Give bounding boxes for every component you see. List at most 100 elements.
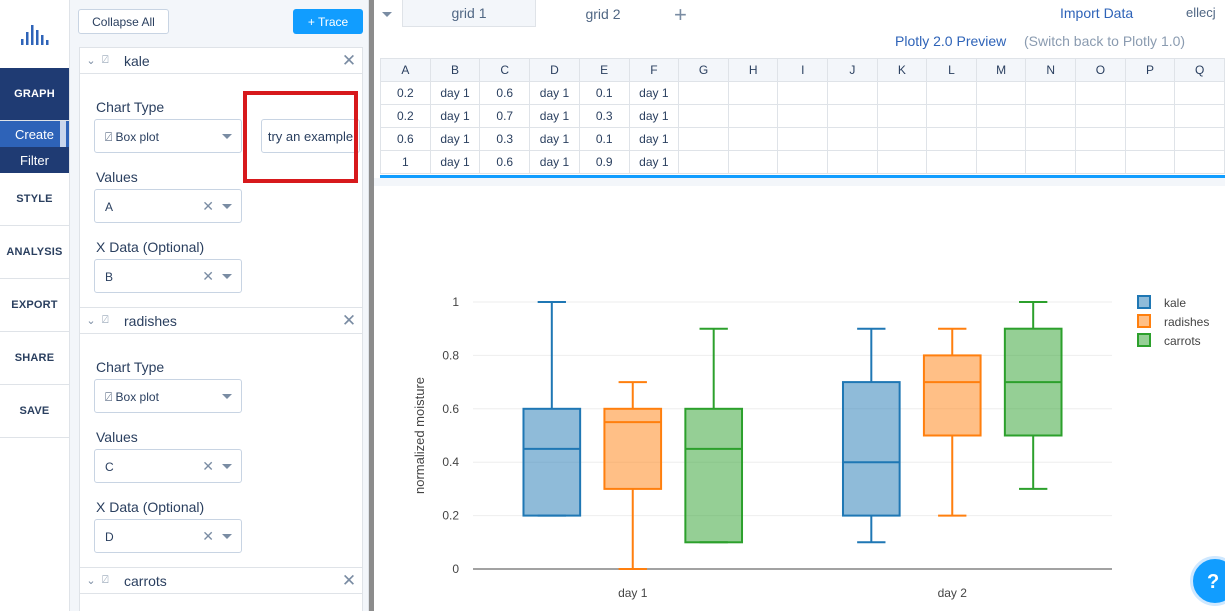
grid-cell[interactable]: [926, 104, 977, 128]
trace-header-kale[interactable]: ⌄ ⍁ kale ✕: [79, 47, 363, 74]
chevron-down-icon[interactable]: ⌄: [86, 55, 96, 67]
grid-cell[interactable]: [926, 127, 977, 151]
column-header[interactable]: J: [827, 58, 878, 82]
grid-cell[interactable]: day 1: [429, 127, 481, 151]
column-header[interactable]: L: [926, 58, 977, 82]
clear-icon[interactable]: ✕: [202, 268, 214, 284]
grid-cell[interactable]: [926, 150, 977, 174]
close-icon[interactable]: ✕: [341, 310, 357, 330]
grid-cell[interactable]: [975, 104, 1027, 128]
values-dropdown[interactable]: A ✕: [94, 189, 242, 223]
grid-cell[interactable]: 0.6: [380, 127, 431, 151]
chart-type-dropdown[interactable]: ⍁ Box plot: [94, 119, 242, 153]
grid-cell[interactable]: day 1: [529, 150, 580, 174]
nav-create[interactable]: Create: [0, 121, 69, 147]
clear-icon[interactable]: ✕: [202, 198, 214, 214]
close-icon[interactable]: ✕: [341, 570, 357, 590]
grid-cell[interactable]: day 1: [628, 104, 680, 128]
chart-type-dropdown[interactable]: ⍁ Box plot: [94, 379, 242, 413]
tab-grid-2[interactable]: grid 2: [536, 0, 670, 27]
panel-scrollbar[interactable]: [369, 0, 374, 611]
grid-cell[interactable]: 0.3: [578, 104, 630, 128]
nav-analysis[interactable]: ANALYSIS: [0, 226, 69, 279]
grid-cell[interactable]: [876, 81, 928, 105]
column-header[interactable]: P: [1124, 58, 1176, 82]
grid-cell[interactable]: [827, 104, 878, 128]
nav-style[interactable]: STYLE: [0, 173, 69, 226]
close-icon[interactable]: ✕: [341, 50, 357, 70]
grid-cell[interactable]: [1124, 104, 1176, 128]
grid-cell[interactable]: [1124, 81, 1176, 105]
try-example-button[interactable]: try an example: [261, 119, 360, 153]
switch-back-link[interactable]: (Switch back to Plotly 1.0): [1024, 33, 1186, 49]
grid-cell[interactable]: 0.6: [479, 81, 531, 105]
grid-cell[interactable]: [1075, 81, 1126, 105]
grid-cell[interactable]: [1174, 81, 1225, 105]
grid-cell[interactable]: [777, 81, 829, 105]
x-data-dropdown[interactable]: B ✕: [94, 259, 242, 293]
grid-cell[interactable]: day 1: [429, 81, 481, 105]
nav-share[interactable]: SHARE: [0, 332, 69, 385]
add-trace-button[interactable]: + Trace: [293, 9, 363, 34]
grid-cell[interactable]: [975, 127, 1027, 151]
column-header[interactable]: I: [777, 58, 829, 82]
grid-cell[interactable]: [678, 127, 729, 151]
plotly-logo[interactable]: [0, 0, 69, 68]
grid-cell[interactable]: [1075, 150, 1126, 174]
help-icon[interactable]: ?: [1190, 556, 1225, 606]
trace-header-radishes[interactable]: ⌄ ⍁ radishes ✕: [79, 307, 363, 334]
grid-cell[interactable]: day 1: [529, 127, 580, 151]
grid-cell[interactable]: [975, 81, 1027, 105]
grid-cell[interactable]: [1025, 150, 1077, 174]
chevron-down-icon[interactable]: ⌄: [86, 575, 96, 587]
grid-cell[interactable]: [1025, 81, 1077, 105]
grid-cell[interactable]: [777, 127, 829, 151]
grid-cell[interactable]: day 1: [429, 104, 481, 128]
chevron-down-icon[interactable]: [382, 12, 392, 17]
grid-cell[interactable]: day 1: [429, 150, 481, 174]
nav-filter[interactable]: Filter: [0, 147, 69, 173]
grid-cell[interactable]: [1174, 127, 1225, 151]
grid-cell[interactable]: [727, 127, 779, 151]
grid-cell[interactable]: [1174, 104, 1225, 128]
grid-cell[interactable]: [1025, 127, 1077, 151]
column-header[interactable]: G: [678, 58, 729, 82]
column-header[interactable]: D: [529, 58, 580, 82]
grid-cell[interactable]: day 1: [628, 127, 680, 151]
nav-graph[interactable]: GRAPH: [0, 68, 69, 121]
grid-cell[interactable]: [876, 150, 928, 174]
grid-cell[interactable]: [827, 81, 878, 105]
grid-cell[interactable]: [1075, 104, 1126, 128]
grid-cell[interactable]: [1124, 127, 1176, 151]
grid-cell[interactable]: [777, 150, 829, 174]
grid-cell[interactable]: [678, 81, 729, 105]
grid-cell[interactable]: [678, 150, 729, 174]
grid-cell[interactable]: [1124, 150, 1176, 174]
column-header[interactable]: K: [876, 58, 928, 82]
column-header[interactable]: M: [975, 58, 1027, 82]
column-header[interactable]: O: [1075, 58, 1126, 82]
grid-cell[interactable]: day 1: [628, 150, 680, 174]
grid-cell[interactable]: [1075, 127, 1126, 151]
grid-cell[interactable]: 0.1: [578, 127, 630, 151]
column-header[interactable]: E: [578, 58, 630, 82]
grid-cell[interactable]: 0.9: [578, 150, 630, 174]
nav-save[interactable]: SAVE: [0, 385, 69, 438]
tab-grid-1[interactable]: grid 1: [402, 0, 536, 27]
grid-cell[interactable]: 0.2: [380, 81, 431, 105]
nav-export[interactable]: EXPORT: [0, 279, 69, 332]
trace-header-carrots[interactable]: ⌄ ⍁ carrots ✕: [79, 567, 363, 594]
column-header[interactable]: B: [429, 58, 481, 82]
clear-icon[interactable]: ✕: [202, 458, 214, 474]
add-grid-icon[interactable]: +: [674, 2, 687, 27]
grid-cell[interactable]: [827, 127, 878, 151]
chevron-down-icon[interactable]: ⌄: [86, 315, 96, 327]
clear-icon[interactable]: ✕: [202, 528, 214, 544]
grid-cell[interactable]: [876, 127, 928, 151]
grid-resize-bar[interactable]: [380, 175, 1225, 178]
grid-cell[interactable]: [1174, 150, 1225, 174]
grid-cell[interactable]: [1025, 104, 1077, 128]
grid-cell[interactable]: 0.2: [380, 104, 431, 128]
column-header[interactable]: F: [628, 58, 680, 82]
grid-cell[interactable]: 0.7: [479, 104, 531, 128]
